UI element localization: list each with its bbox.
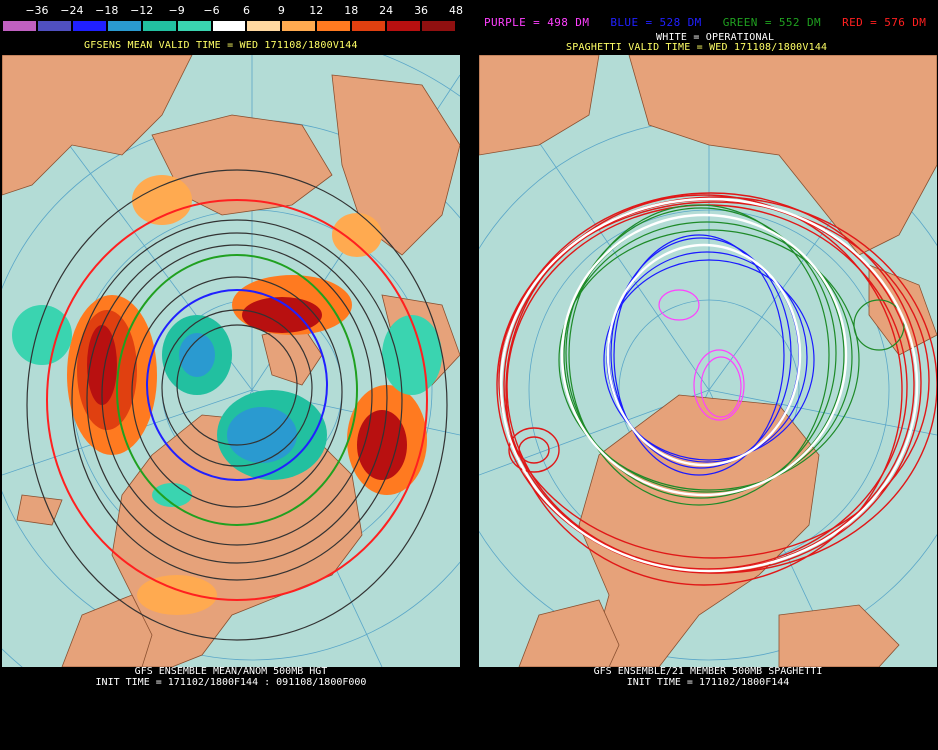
scale-swatch-8 bbox=[281, 20, 317, 32]
scale-label-11: 36 bbox=[414, 4, 429, 17]
legend-red: RED = 576 DM bbox=[842, 16, 927, 29]
scale-swatch-12 bbox=[421, 20, 456, 32]
scale-swatch-6 bbox=[211, 20, 247, 32]
scale-swatch-4 bbox=[141, 20, 177, 32]
right-footer-line1: GFS ENSEMBLE/21 MEMBER 500MB SPAGHETTI bbox=[593, 666, 823, 677]
left-footer-line1: GFS ENSEMBLE MEAN/ANOM 500MB HGT bbox=[134, 666, 328, 677]
right-footer-line2: INIT TIME = 171102/1800F144 bbox=[626, 677, 790, 688]
spaghetti-legend: PURPLE = 498 DM BLUE = 528 DM GREEN = 55… bbox=[484, 16, 938, 29]
height-contours bbox=[26, 169, 448, 641]
spaghetti-white-operational bbox=[499, 197, 919, 573]
scale-swatch-9 bbox=[316, 20, 352, 32]
left-footer-line2: INIT TIME = 171102/1800F144 : 091108/180… bbox=[95, 677, 367, 688]
scale-label-2: −18 bbox=[95, 4, 119, 17]
scale-label-10: 24 bbox=[379, 4, 394, 17]
left-panel-title: GFSENS MEAN VALID TIME = WED 171108/1800… bbox=[84, 40, 358, 51]
scale-swatch-11 bbox=[386, 20, 422, 32]
scale-label-8: 12 bbox=[309, 4, 324, 17]
scale-label-0: −36 bbox=[25, 4, 49, 17]
scale-label-3: −12 bbox=[130, 4, 154, 17]
right-panel-title: SPAGHETTI VALID TIME = WED 171108/1800V1… bbox=[566, 42, 828, 53]
land-masses bbox=[479, 55, 937, 667]
scale-swatch-3 bbox=[106, 20, 142, 32]
legend-blue: BLUE = 528 DM bbox=[610, 16, 702, 29]
scale-label-5: −6 bbox=[203, 4, 220, 17]
scale-swatch-10 bbox=[351, 20, 387, 32]
scale-swatch-7 bbox=[246, 20, 282, 32]
scale-label-12: 48 bbox=[449, 4, 463, 17]
legend-green: GREEN = 552 DM bbox=[722, 16, 822, 29]
scale-swatch-1 bbox=[36, 20, 72, 32]
scale-label-6: 6 bbox=[242, 4, 250, 17]
scale-swatch-5 bbox=[176, 20, 212, 32]
right-panel-subtitle: WHITE = OPERATIONAL bbox=[656, 32, 775, 43]
scale-label-1: −24 bbox=[60, 4, 84, 17]
top-bar: −36 −24 −18 −12 −9 −6 6 9 12 18 24 36 48 PURPLE = 49… bbox=[0, 0, 938, 40]
scale-swatch-0 bbox=[2, 20, 37, 32]
spaghetti-map bbox=[479, 55, 937, 667]
ensemble-mean-anomaly-map bbox=[2, 55, 460, 667]
spaghetti-red-576dm bbox=[496, 192, 937, 586]
legend-purple: PURPLE = 498 DM bbox=[484, 16, 590, 29]
scale-label-4: −9 bbox=[168, 4, 185, 17]
scale-swatch-2 bbox=[71, 20, 107, 32]
spaghetti-purple-498dm bbox=[658, 289, 745, 421]
scale-label-9: 18 bbox=[344, 4, 359, 17]
scale-label-7: 9 bbox=[277, 4, 285, 17]
anomaly-color-scale: −36 −24 −18 −12 −9 −6 6 9 12 18 24 36 48 bbox=[2, 0, 463, 36]
